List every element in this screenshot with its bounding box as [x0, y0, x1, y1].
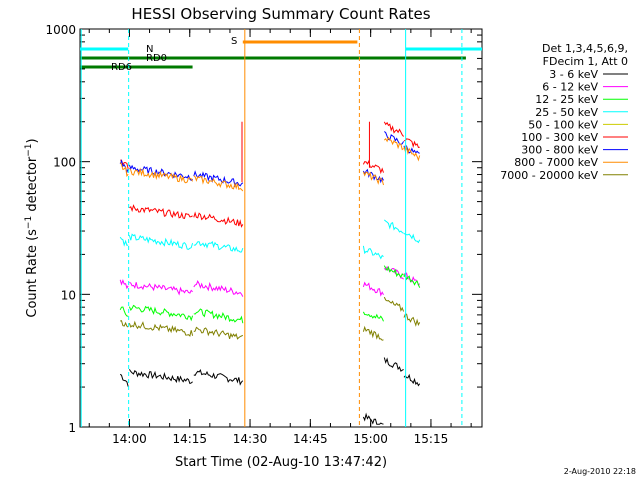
- x-tick-label: 14:30: [233, 432, 268, 446]
- y-tick-label: 1: [68, 421, 76, 435]
- legend-label: 800 - 7000 keV: [514, 156, 598, 169]
- x-tick-label: 15:00: [353, 432, 388, 446]
- flag-rd6: RD6: [111, 62, 132, 73]
- x-axis-label: Start Time (02-Aug-10 13:47:42): [175, 455, 387, 470]
- legend-label: 100 - 300 keV: [521, 131, 598, 144]
- status-flags: [80, 29, 482, 427]
- x-tick-label: 15:15: [414, 432, 449, 446]
- x-tick-label: 14:00: [112, 432, 147, 446]
- legend-header-1: Det 1,3,4,5,6,9,: [542, 42, 628, 55]
- flag-rd0: RD0: [146, 53, 167, 64]
- y-tick-label: 10: [61, 288, 76, 302]
- flag-s: S: [231, 36, 237, 47]
- y-axis-label: Count Rate (s−1 detector−1): [24, 138, 40, 317]
- y-tick-label: 1000: [45, 23, 76, 37]
- legend-label: 300 - 800 keV: [521, 144, 598, 157]
- timestamp: 2-Aug-2010 22:18: [564, 467, 636, 476]
- legend-label: 50 - 100 keV: [528, 118, 598, 131]
- plot-frame: [79, 28, 483, 428]
- data-series: [119, 121, 421, 425]
- series-line: [119, 131, 420, 188]
- chart-title: HESSI Observing Summary Count Rates: [131, 5, 430, 23]
- series-line: [119, 265, 421, 324]
- series-line: [120, 296, 421, 341]
- series-line: [119, 136, 421, 192]
- series-line: [119, 357, 421, 425]
- legend-label: 3 - 6 keV: [549, 68, 598, 81]
- series-line: [119, 219, 421, 260]
- legend-label: 6 - 12 keV: [542, 81, 598, 94]
- series-line: [119, 265, 421, 297]
- legend-label: 25 - 50 keV: [535, 106, 598, 119]
- axis-ticks: 14:00 14:15 14:30 14:45 15:00 15:15 1 10 100 1000: [45, 23, 482, 446]
- flag-n: N: [146, 44, 153, 55]
- legend-header-2: FDecim 1, Att 0: [543, 55, 628, 68]
- legend-label: 12 - 25 keV: [535, 93, 598, 106]
- series-line: [120, 121, 420, 228]
- legend-label: 7000 - 20000 keV: [500, 169, 598, 182]
- x-tick-label: 14:45: [293, 432, 328, 446]
- x-tick-label: 14:15: [172, 432, 207, 446]
- y-tick-label: 100: [53, 156, 76, 170]
